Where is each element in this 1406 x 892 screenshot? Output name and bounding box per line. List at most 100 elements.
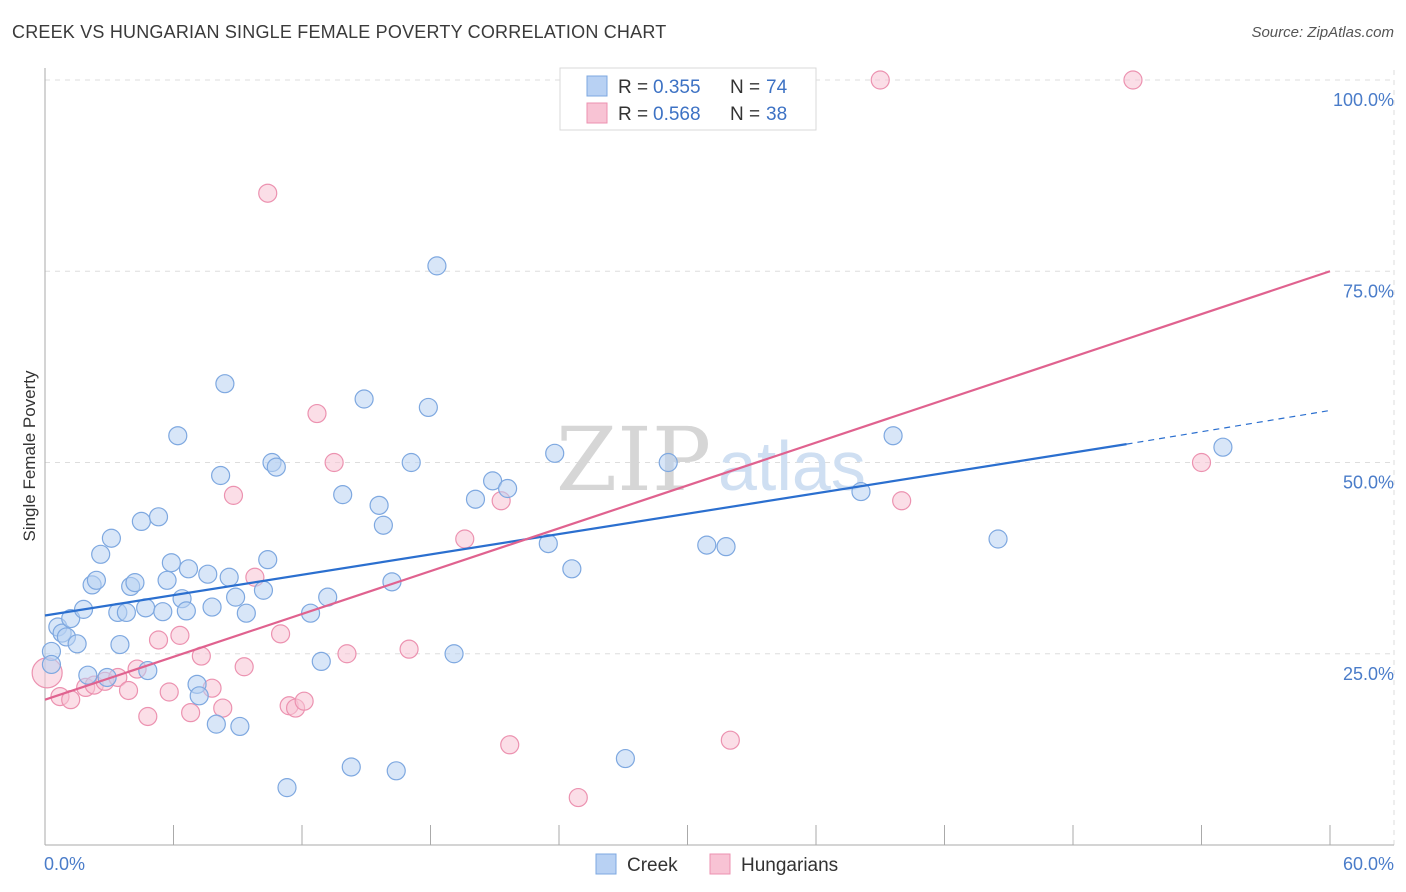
hungarians-point-24 — [294, 691, 314, 711]
creek-point-37 — [219, 567, 239, 587]
creek-point-34 — [206, 714, 226, 734]
creek-legend-swatch — [586, 75, 608, 97]
creek-point-23 — [153, 602, 173, 622]
creek-point-26 — [168, 426, 188, 446]
creek-point-40 — [236, 603, 256, 623]
chart-title: CREEK VS HUNGARIAN SINGLE FEMALE POVERTY… — [12, 22, 667, 42]
creek-point-66 — [615, 748, 635, 769]
hungarians-n-label: N = — [730, 104, 760, 125]
creek-point-28 — [176, 601, 196, 621]
creek-r-label: R = — [618, 77, 648, 98]
hungarians-point-21 — [270, 624, 291, 644]
hungarians-point-35 — [870, 70, 890, 90]
creek-point-67 — [658, 452, 678, 473]
creek-point-31 — [189, 686, 209, 706]
creek-point-32 — [198, 564, 218, 584]
x-tick-label-max: 60.0% — [1343, 854, 1394, 874]
creek-point-8 — [78, 665, 98, 685]
creek-point-35 — [211, 465, 231, 486]
hungarians-point-13 — [181, 703, 201, 723]
hungarians-r-value: 0.568 — [653, 104, 701, 125]
creek-point-38 — [226, 587, 246, 607]
hungarians-bottom-swatch — [709, 853, 731, 875]
y-tick-labels: 25.0% 50.0% 75.0% 100.0% — [1333, 90, 1394, 684]
hungarians-point-37 — [1191, 452, 1212, 473]
creek-point-6 — [67, 634, 87, 654]
creek-point-57 — [418, 397, 438, 418]
series-legend: Creek Hungarians — [595, 853, 838, 876]
creek-n-value: 74 — [766, 77, 788, 98]
hungarians-legend-label: Hungarians — [741, 855, 838, 876]
creek-point-33 — [202, 597, 222, 617]
y-tick-label-100: 100.0% — [1333, 90, 1394, 110]
creek-point-16 — [116, 602, 136, 623]
creek-point-59 — [444, 644, 464, 664]
creek-point-58 — [427, 256, 447, 276]
creek-legend-label: Creek — [627, 855, 678, 876]
creek-point-47 — [311, 651, 331, 672]
creek-point-1 — [41, 654, 62, 675]
creek-point-63 — [538, 533, 558, 554]
creek-point-52 — [369, 495, 389, 515]
y-tick-label-25: 25.0% — [1343, 664, 1394, 684]
hungarians-point-27 — [337, 644, 357, 664]
hungarians-point-7 — [118, 680, 139, 701]
creek-point-39 — [230, 716, 250, 737]
creek-point-61 — [483, 471, 503, 491]
source-credit: Source: ZipAtlas.com — [1251, 24, 1394, 41]
creek-point-56 — [401, 452, 421, 473]
hungarians-point-34 — [892, 491, 912, 511]
creek-point-42 — [258, 550, 278, 570]
hungarians-trend-line — [44, 270, 1331, 701]
creek-points — [41, 256, 1233, 798]
creek-point-13 — [101, 528, 121, 548]
creek-point-64 — [545, 443, 565, 463]
hungarians-point-9 — [138, 706, 158, 727]
axes — [44, 68, 1394, 846]
hungarians-point-12 — [170, 625, 190, 645]
creek-point-65 — [562, 559, 582, 579]
y-axis-title: Single Female Poverty — [20, 370, 39, 542]
hungarians-point-31 — [500, 735, 520, 755]
creek-point-19 — [131, 511, 151, 532]
creek-point-62 — [498, 478, 518, 499]
creek-trend-extension — [1126, 409, 1331, 445]
creek-point-50 — [341, 757, 361, 777]
creek-n-label: N = — [730, 77, 760, 98]
creek-point-60 — [465, 489, 486, 509]
hungarians-point-18 — [234, 657, 254, 677]
creek-point-51 — [354, 389, 374, 409]
hungarians-point-28 — [399, 639, 419, 659]
hungarians-point-33 — [720, 730, 740, 750]
creek-point-29 — [178, 559, 199, 579]
creek-point-41 — [253, 580, 274, 600]
creek-point-71 — [883, 426, 903, 446]
creek-point-15 — [110, 634, 130, 655]
creek-point-22 — [148, 507, 169, 527]
creek-point-69 — [716, 537, 736, 557]
creek-point-11 — [91, 544, 111, 564]
creek-point-25 — [161, 553, 181, 573]
creek-point-68 — [697, 535, 717, 555]
hungarians-point-16 — [213, 698, 233, 718]
watermark-atlas: atlas — [718, 427, 866, 505]
creek-r-value: 0.355 — [653, 77, 701, 98]
hungarians-point-17 — [223, 485, 244, 505]
creek-point-45 — [277, 778, 297, 798]
hungarians-point-32 — [568, 787, 588, 808]
hungarians-point-11 — [159, 682, 179, 702]
hungarians-point-25 — [307, 403, 327, 424]
trend-lines — [44, 270, 1331, 701]
creek-point-44 — [266, 457, 286, 477]
creek-point-53 — [373, 515, 393, 535]
creek-point-18 — [125, 573, 145, 593]
creek-point-49 — [333, 485, 353, 505]
stats-legend: R = 0.355 N = 74 R = 0.568 N = 38 — [559, 67, 817, 131]
hungarians-point-36 — [1123, 70, 1143, 90]
creek-point-72 — [988, 529, 1008, 549]
creek-bottom-swatch — [595, 853, 617, 875]
hungarians-point-26 — [324, 452, 344, 473]
y-tick-label-75: 75.0% — [1343, 281, 1394, 301]
creek-point-24 — [157, 570, 177, 590]
